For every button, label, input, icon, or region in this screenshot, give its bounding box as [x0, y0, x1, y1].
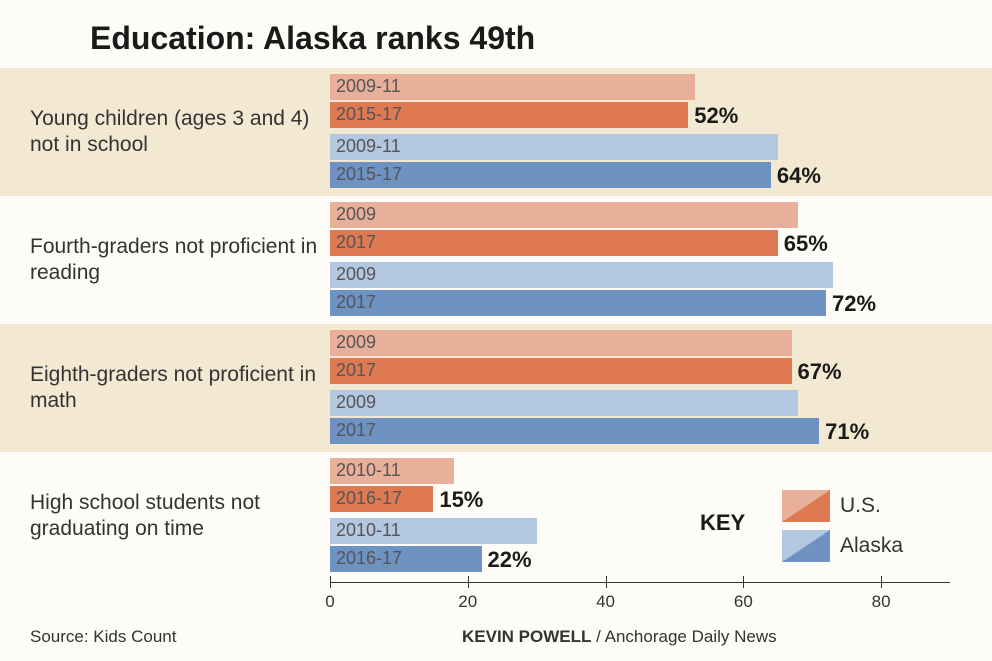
bar-value-label: 72% — [832, 291, 876, 317]
axis-tick — [606, 576, 607, 588]
axis-line — [330, 582, 950, 583]
bar-period-label: 2010-11 — [336, 520, 401, 541]
bar: 2009 — [330, 202, 950, 228]
metric-row: Fourth-graders not proficient in reading… — [0, 196, 992, 324]
bar-period-label: 2009 — [336, 204, 376, 225]
bar-value-label: 64% — [777, 163, 821, 189]
bar-period-label: 2016-17 — [336, 488, 402, 509]
bar-period-label: 2009-11 — [336, 76, 401, 97]
legend-text-alaska: Alaska — [840, 534, 903, 558]
bar-period-label: 2010-11 — [336, 460, 401, 481]
source-text: Source: Kids Count — [30, 627, 176, 647]
bar: 2017 71% — [330, 418, 950, 444]
bar-fill — [330, 330, 792, 356]
axis-tick-label: 80 — [872, 592, 891, 612]
bar: 2017 72% — [330, 290, 950, 316]
bar-period-label: 2017 — [336, 360, 376, 381]
bar: 2015-17 52% — [330, 102, 950, 128]
metric-row: Young children (ages 3 and 4) not in sch… — [0, 68, 992, 196]
legend-label: KEY — [700, 510, 745, 536]
metric-label: Young children (ages 3 and 4) not in sch… — [30, 106, 320, 159]
bar-fill — [330, 290, 826, 316]
bar-period-label: 2017 — [336, 232, 376, 253]
bar: 2009-11 — [330, 74, 950, 100]
axis-tick — [881, 576, 882, 588]
metric-label: Fourth-graders not proficient in reading — [30, 234, 320, 287]
bar-period-label: 2009 — [336, 332, 376, 353]
credit-text: KEVIN POWELL / Anchorage Daily News — [462, 627, 777, 647]
legend-swatch-alaska — [782, 530, 830, 562]
bar-group: 2009 2017 65% 2009 2017 72% — [330, 202, 950, 318]
bar-period-label: 2009-11 — [336, 136, 401, 157]
credit-name: KEVIN POWELL — [462, 627, 591, 646]
metric-row: Eighth-graders not proficient in math200… — [0, 324, 992, 452]
metric-label: High school students not graduating on t… — [30, 490, 320, 543]
bar-fill — [330, 358, 792, 384]
axis-tick — [330, 576, 331, 588]
bar: 2015-17 64% — [330, 162, 950, 188]
bar-period-label: 2015-17 — [336, 104, 402, 125]
chart-title: Education: Alaska ranks 49th — [90, 20, 535, 57]
axis-tick-label: 0 — [325, 592, 334, 612]
bar: 2009 — [330, 330, 950, 356]
bar-period-label: 2017 — [336, 420, 376, 441]
bar: 2009 — [330, 390, 950, 416]
bar: 2010-11 — [330, 458, 950, 484]
legend-item-alaska: Alaska — [782, 530, 903, 562]
bar-value-label: 22% — [488, 547, 532, 573]
bar-period-label: 2009 — [336, 392, 376, 413]
bar-period-label: 2009 — [336, 264, 376, 285]
bar-value-label: 15% — [439, 487, 483, 513]
axis-tick — [468, 576, 469, 588]
bar-value-label: 65% — [784, 231, 828, 257]
axis-tick — [743, 576, 744, 588]
legend-swatch-us — [782, 490, 830, 522]
bar-fill — [330, 262, 833, 288]
bar-period-label: 2017 — [336, 292, 376, 313]
bar: 2009-11 — [330, 134, 950, 160]
bar-value-label: 71% — [825, 419, 869, 445]
bar-group: 2009 2017 67% 2009 2017 71% — [330, 330, 950, 446]
legend-item-us: U.S. — [782, 490, 881, 522]
bar: 2009 — [330, 262, 950, 288]
x-axis: 020406080 — [330, 582, 950, 622]
credit-org: / Anchorage Daily News — [591, 627, 776, 646]
bar-fill — [330, 390, 798, 416]
bar-period-label: 2015-17 — [336, 164, 402, 185]
bar-fill — [330, 418, 819, 444]
bar-group: 2009-11 2015-17 52% 2009-11 2015-17 64% — [330, 74, 950, 190]
axis-tick-label: 60 — [734, 592, 753, 612]
axis-tick-label: 20 — [458, 592, 477, 612]
metric-label: Eighth-graders not proficient in math — [30, 362, 320, 415]
legend: KEY — [700, 510, 745, 536]
bar: 2017 67% — [330, 358, 950, 384]
bar-value-label: 52% — [694, 103, 738, 129]
bar-fill — [330, 202, 798, 228]
bar-period-label: 2016-17 — [336, 548, 402, 569]
bar-value-label: 67% — [798, 359, 842, 385]
bar: 2017 65% — [330, 230, 950, 256]
axis-tick-label: 40 — [596, 592, 615, 612]
legend-text-us: U.S. — [840, 494, 881, 518]
bar-fill — [330, 230, 778, 256]
